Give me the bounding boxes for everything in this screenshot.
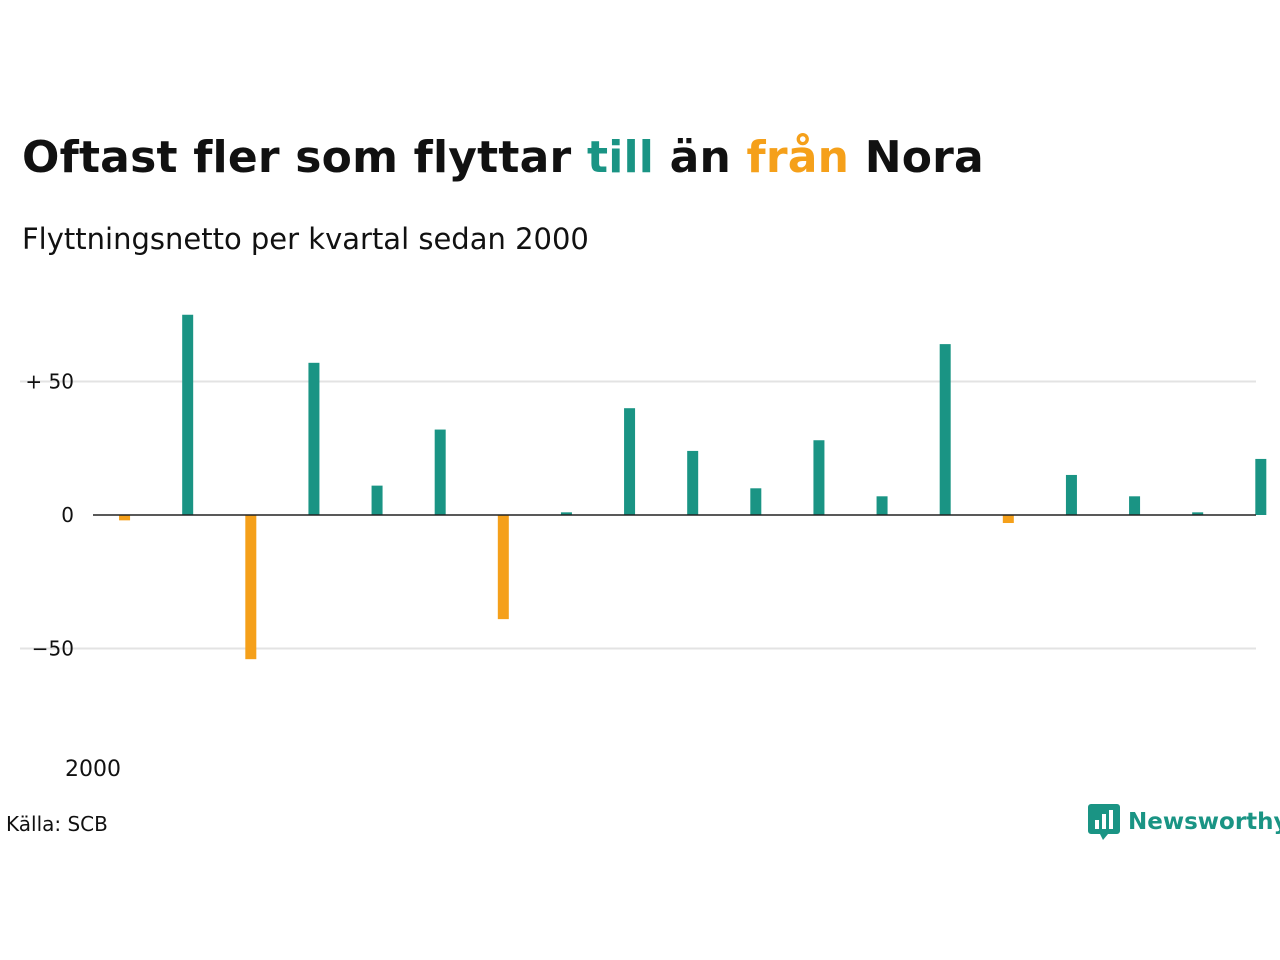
bar: [939, 344, 951, 515]
newsworthy-logo-icon: [1088, 804, 1120, 840]
bar: [876, 496, 888, 515]
y-tick-label: −50: [32, 637, 74, 661]
bar: [624, 408, 636, 515]
brand-logo: Newsworthy: [1088, 804, 1280, 840]
title-highlight-fran: från: [746, 132, 850, 183]
title-highlight-till: till: [586, 132, 655, 183]
bar: [687, 450, 699, 515]
bar: [1255, 458, 1267, 515]
source-note: Källa: SCB: [6, 812, 108, 836]
bar: [1002, 515, 1014, 524]
title-part-1: Oftast fler som flyttar: [22, 132, 587, 183]
bar: [560, 512, 572, 515]
bar: [119, 515, 131, 521]
y-tick-label: 0: [61, 503, 74, 527]
bar: [497, 515, 509, 620]
x-tick-label: 2000: [65, 757, 121, 782]
title-part-3: Nora: [849, 132, 984, 183]
chart-title: Oftast fler som flyttar till än från Nor…: [22, 132, 984, 183]
bar: [308, 362, 320, 515]
bar: [245, 515, 257, 660]
brand-name: Newsworthy: [1128, 809, 1280, 835]
bar: [434, 429, 446, 515]
y-tick-label: + 50: [25, 370, 74, 394]
title-part-2: än: [654, 132, 747, 183]
bar: [371, 485, 383, 515]
bar: [813, 440, 825, 515]
bar: [182, 314, 194, 515]
bar: [1065, 474, 1077, 515]
bar: [1129, 496, 1141, 515]
bar: [750, 488, 762, 515]
chart-subtitle: Flyttningsnetto per kvartal sedan 2000: [22, 222, 589, 256]
bar: [1192, 512, 1204, 515]
